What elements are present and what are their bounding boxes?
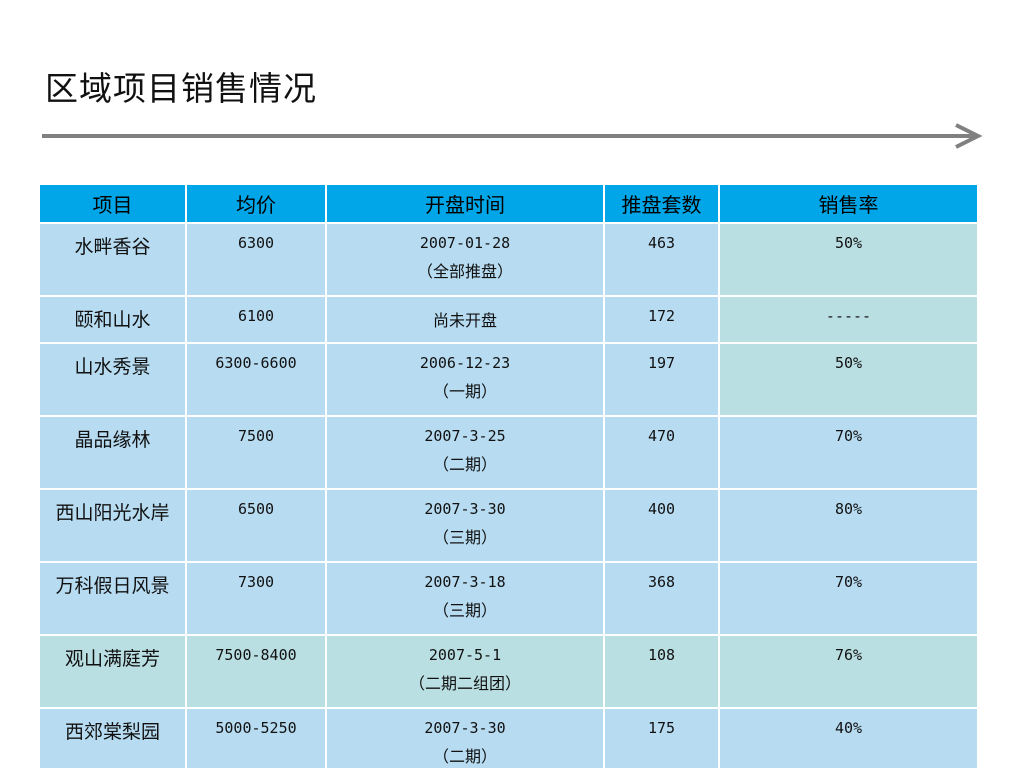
cell-avg-price: 7500-8400: [185, 634, 327, 709]
cell-units: 172: [603, 295, 720, 344]
table-row: 颐和山水 6100 尚未开盘 172 -----: [38, 295, 979, 344]
cell-open-date: 2007-3-18 （三期）: [325, 561, 605, 636]
open-note: （一期）: [432, 382, 497, 401]
cell-units: 175: [603, 707, 720, 768]
table-row: 山水秀景 6300-6600 2006-12-23 （一期） 197 50%: [38, 342, 979, 417]
open-date: 2007-3-18: [424, 573, 506, 591]
cell-avg-price: 7500: [185, 415, 327, 490]
cell-sales-rate: 50%: [718, 222, 979, 297]
cell-project-name: 西山阳光水岸: [38, 488, 187, 563]
cell-open-date: 尚未开盘: [325, 295, 605, 344]
cell-sales-rate: 80%: [718, 488, 979, 563]
page-title: 区域项目销售情况: [45, 69, 317, 108]
cell-project-name: 水畔香谷: [38, 222, 187, 297]
cell-open-date: 2006-12-23 （一期）: [325, 342, 605, 417]
cell-sales-rate: 70%: [718, 561, 979, 636]
arrow-right-icon: [42, 123, 983, 149]
cell-project-name: 晶品缘林: [38, 415, 187, 490]
cell-project-name: 颐和山水: [38, 295, 187, 344]
cell-open-date: 2007-3-25 （二期）: [325, 415, 605, 490]
open-date: 2007-01-28: [419, 234, 511, 252]
cell-avg-price: 6300-6600: [185, 342, 327, 417]
header-project: 项目: [38, 183, 187, 224]
cell-units: 400: [603, 488, 720, 563]
open-date: 2007-5-1: [428, 646, 502, 664]
open-date: 2007-3-30: [424, 719, 506, 737]
header-units: 推盘套数: [603, 183, 720, 224]
cell-sales-rate: 50%: [718, 342, 979, 417]
cell-avg-price: 7300: [185, 561, 327, 636]
cell-units: 197: [603, 342, 720, 417]
open-note: （三期）: [432, 528, 497, 547]
open-date: 2007-3-25: [424, 427, 506, 445]
table-row: 西郊棠梨园 5000-5250 2007-3-30 （二期） 175 40%: [38, 707, 979, 768]
table-header-row: 项目 均价 开盘时间 推盘套数 销售率: [38, 183, 979, 224]
cell-open-date: 2007-3-30 （二期）: [325, 707, 605, 768]
cell-units: 463: [603, 222, 720, 297]
open-note: （二期二组团）: [408, 674, 521, 693]
table-row: 万科假日风景 7300 2007-3-18 （三期） 368 70%: [38, 561, 979, 636]
open-date: 尚未开盘: [432, 311, 497, 330]
open-note: （二期）: [432, 747, 497, 766]
header-avg-price: 均价: [185, 183, 327, 224]
table-row: 水畔香谷 6300 2007-01-28 （全部推盘） 463 50%: [38, 222, 979, 297]
table-row: 西山阳光水岸 6500 2007-3-30 （三期） 400 80%: [38, 488, 979, 563]
cell-sales-rate: 76%: [718, 634, 979, 709]
open-date: 2006-12-23: [419, 354, 511, 372]
sales-table: 项目 均价 开盘时间 推盘套数 销售率 水畔香谷 6300 2007-01-28…: [38, 183, 979, 768]
cell-units: 368: [603, 561, 720, 636]
table-row: 观山满庭芳 7500-8400 2007-5-1 （二期二组团） 108 76%: [38, 634, 979, 709]
cell-project-name: 观山满庭芳: [38, 634, 187, 709]
cell-avg-price: 6300: [185, 222, 327, 297]
cell-open-date: 2007-3-30 （三期）: [325, 488, 605, 563]
cell-avg-price: 5000-5250: [185, 707, 327, 768]
open-note: （全部推盘）: [416, 262, 513, 281]
cell-avg-price: 6500: [185, 488, 327, 563]
cell-open-date: 2007-5-1 （二期二组团）: [325, 634, 605, 709]
open-note: （三期）: [432, 601, 497, 620]
cell-sales-rate: -----: [718, 295, 979, 344]
cell-project-name: 万科假日风景: [38, 561, 187, 636]
cell-sales-rate: 40%: [718, 707, 979, 768]
cell-units: 470: [603, 415, 720, 490]
header-open-date: 开盘时间: [325, 183, 605, 224]
cell-open-date: 2007-01-28 （全部推盘）: [325, 222, 605, 297]
cell-avg-price: 6100: [185, 295, 327, 344]
table-row: 晶品缘林 7500 2007-3-25 （二期） 470 70%: [38, 415, 979, 490]
cell-project-name: 山水秀景: [38, 342, 187, 417]
header-sales-rate: 销售率: [718, 183, 979, 224]
cell-sales-rate: 70%: [718, 415, 979, 490]
open-date: 2007-3-30: [424, 500, 506, 518]
cell-units: 108: [603, 634, 720, 709]
open-note: （二期）: [432, 455, 497, 474]
cell-project-name: 西郊棠梨园: [38, 707, 187, 768]
